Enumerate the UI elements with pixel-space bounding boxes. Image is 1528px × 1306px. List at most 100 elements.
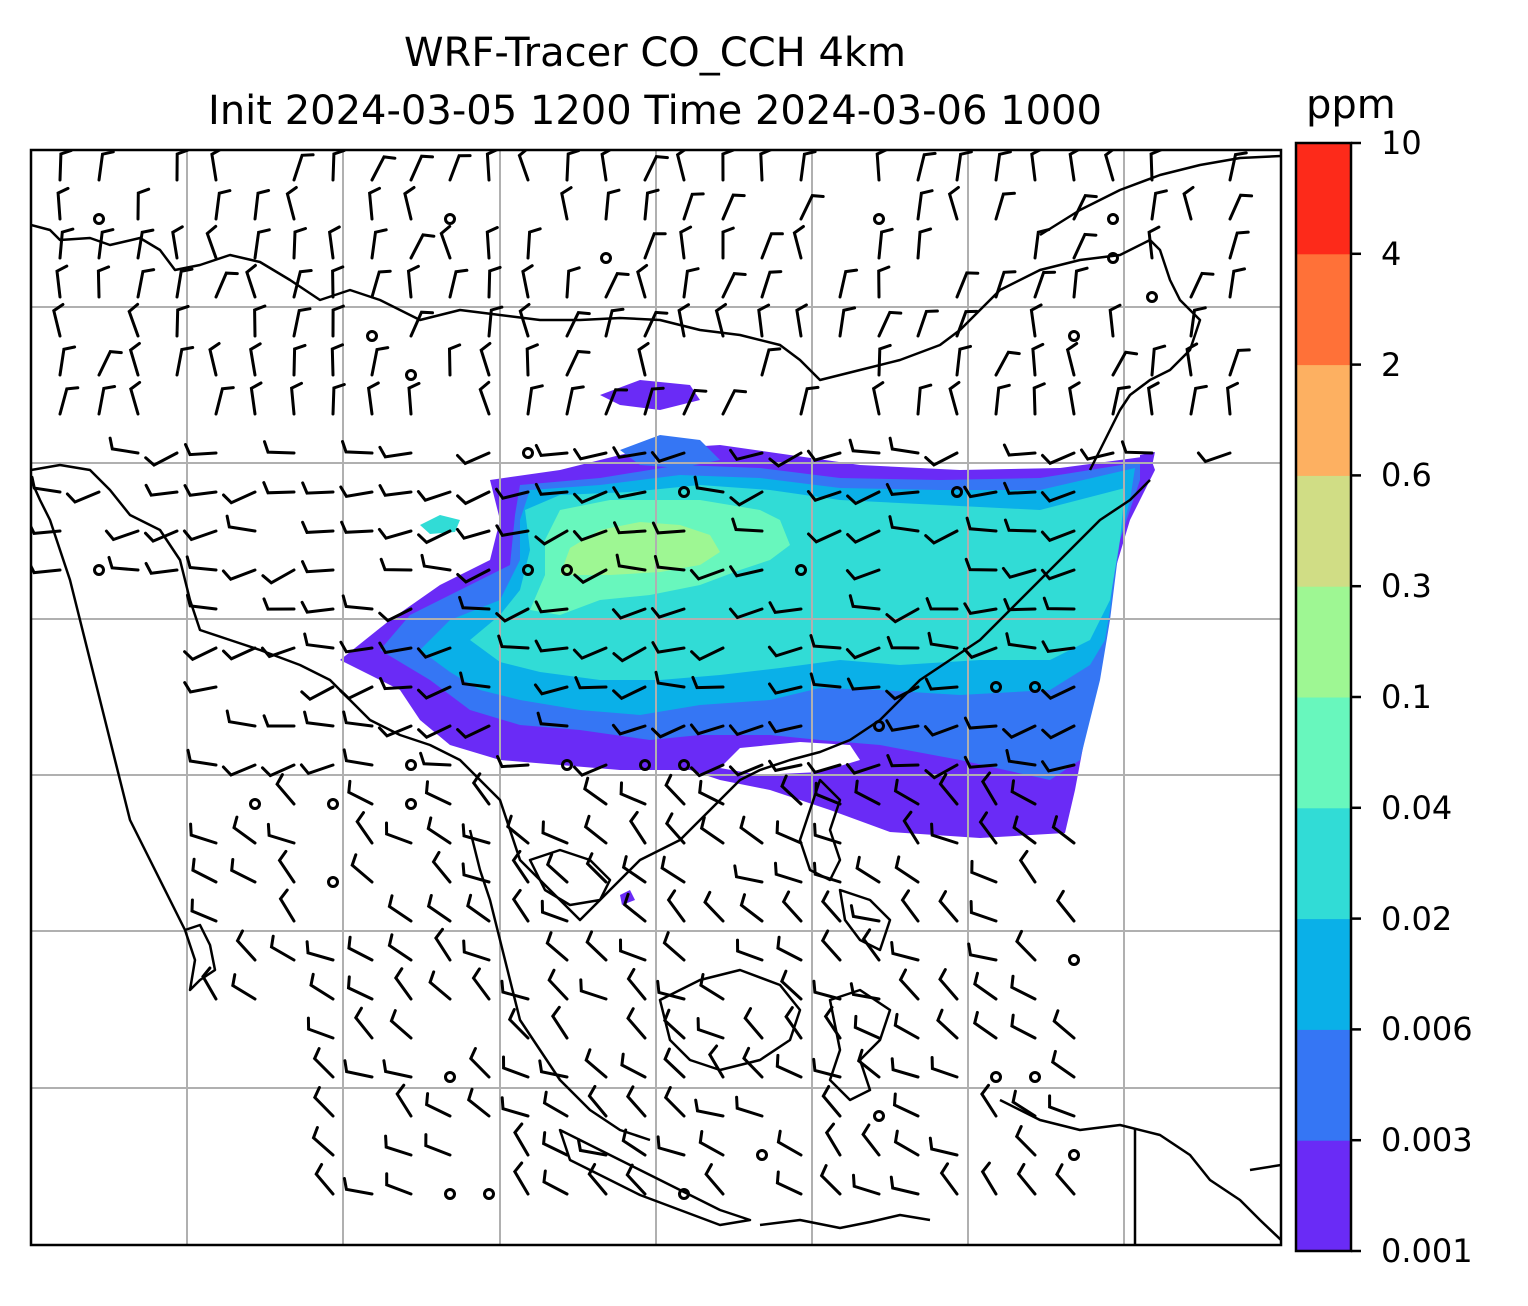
wind-barb [260, 646, 296, 659]
wind-barb [877, 310, 903, 338]
wind-barb [533, 683, 569, 696]
wind-barb [604, 272, 630, 299]
wind-barb [144, 483, 179, 497]
wind-barb [278, 888, 296, 923]
wind-barb [342, 1177, 374, 1196]
wind-barb [136, 187, 151, 221]
wind-barb [721, 193, 746, 221]
wind-barb [341, 440, 374, 455]
colorbar-tick-label: 0.003 [1381, 1121, 1473, 1160]
wind-barb [955, 271, 980, 299]
wind-barbs [31, 150, 1254, 1200]
colorbar-segment [1296, 1140, 1351, 1252]
wind-barb [1005, 632, 1037, 650]
wind-barb [955, 150, 973, 182]
wind-barb [643, 188, 660, 221]
calm-wind-marker [327, 876, 339, 888]
wind-barb [409, 310, 434, 338]
wind-barb [845, 646, 881, 660]
wind-barb [1150, 344, 1167, 377]
wind-barb [189, 822, 218, 845]
wind-barb [1048, 1094, 1076, 1118]
wind-barb [565, 385, 585, 416]
wind-barb [890, 1057, 920, 1079]
wind-barb [1041, 451, 1076, 466]
wind-barb [1226, 381, 1239, 416]
wind-barb [144, 562, 179, 575]
calm-wind-marker [444, 213, 456, 225]
wind-barb [962, 646, 998, 660]
wind-barb [331, 150, 346, 182]
wind-barb [679, 225, 693, 260]
wind-barb [565, 150, 581, 182]
wind-barb [938, 890, 959, 923]
wind-barb [353, 1006, 374, 1040]
wind-barb [923, 724, 959, 737]
wind-barb [461, 862, 491, 884]
wind-barb [253, 304, 267, 338]
wind-barb [261, 568, 296, 585]
wind-barb [184, 443, 218, 457]
wind-barb [612, 486, 647, 499]
wind-barb [406, 264, 420, 299]
wind-barb [536, 711, 569, 728]
wind-barb [760, 347, 782, 377]
wind-barb [107, 555, 140, 572]
wind-barb [691, 675, 725, 690]
wind-barb [612, 446, 647, 459]
wind-barb [417, 529, 452, 545]
wind-barb [292, 307, 312, 338]
wind-barb [1003, 598, 1037, 612]
wind-barb [434, 927, 452, 962]
wind-barb [456, 451, 491, 466]
wind-barb [545, 931, 569, 962]
wind-barb [485, 226, 499, 260]
wind-barb [656, 979, 686, 1001]
wind-barb [545, 852, 569, 884]
wind-barb [838, 268, 859, 299]
wind-barb [235, 929, 257, 962]
wind-barb [300, 685, 335, 702]
wind-barb [651, 641, 686, 654]
wind-barb [342, 748, 374, 767]
calm-wind-marker [1029, 681, 1041, 693]
wind-barb [426, 816, 452, 845]
wind-barb [1111, 350, 1139, 377]
colorbar-frame [1294, 141, 1353, 1253]
wind-barb [385, 821, 413, 845]
wind-barb [855, 855, 881, 884]
colorbar-segment [1296, 807, 1351, 920]
wind-barb [1072, 194, 1098, 221]
wind-barb [699, 816, 725, 845]
wind-barb [97, 385, 117, 416]
wind-barb [379, 677, 413, 691]
calm-wind-marker [639, 759, 651, 771]
calm-wind-marker [444, 1071, 456, 1083]
wind-barb [736, 938, 764, 962]
wind-barb [795, 303, 808, 338]
wind-barb [395, 1083, 413, 1118]
wind-barb [128, 341, 141, 377]
calm-wind-marker [678, 486, 690, 498]
wind-barb [1072, 232, 1098, 260]
wind-barb [225, 514, 257, 533]
wind-barb [622, 892, 647, 923]
wind-barb [698, 1130, 725, 1157]
wind-barb [852, 1173, 881, 1196]
wind-barb [511, 888, 530, 923]
wind-barb [682, 192, 705, 221]
wind-barb [292, 227, 307, 260]
wind-barb [728, 763, 764, 777]
wind-barb [366, 381, 380, 416]
wind-barb [462, 939, 491, 962]
wind-barb [994, 383, 1011, 416]
wind-barb [1041, 760, 1076, 773]
wind-barb [331, 304, 345, 338]
wind-barb [743, 1007, 764, 1040]
wind-barb [980, 1083, 998, 1118]
wind-barb [292, 343, 307, 377]
wind-barb [768, 682, 803, 695]
wind-barb [407, 381, 421, 416]
wind-barb [341, 594, 374, 611]
wind-barb [534, 600, 569, 614]
